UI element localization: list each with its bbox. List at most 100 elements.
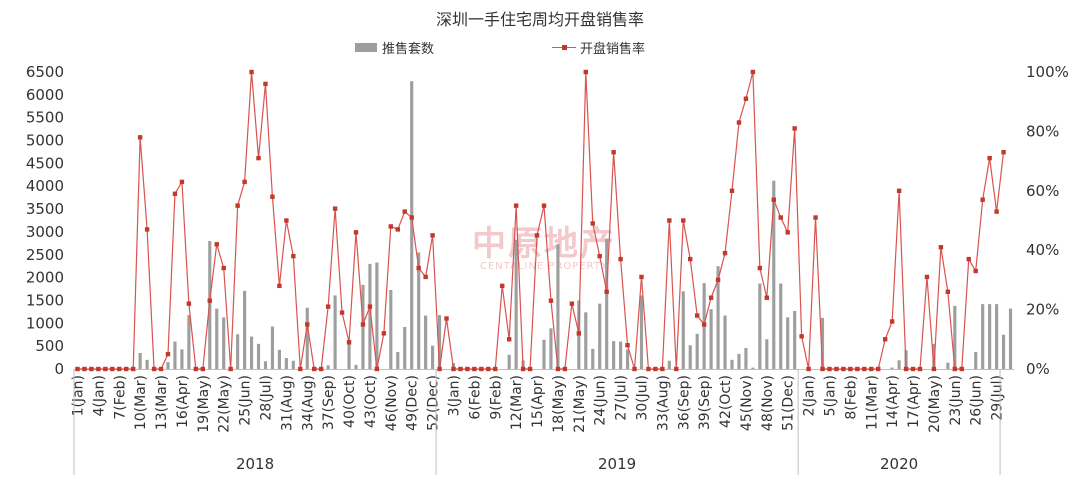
bar — [138, 353, 142, 369]
rate-marker — [346, 340, 352, 345]
rate-marker — [451, 366, 456, 372]
rate-marker — [618, 256, 623, 262]
rate-marker — [736, 120, 742, 125]
rate-marker — [158, 366, 164, 372]
rate-marker — [444, 316, 449, 321]
rate-marker — [987, 155, 992, 161]
rate-marker — [305, 322, 310, 327]
bar — [953, 305, 957, 369]
rate-marker — [374, 366, 380, 372]
rate-marker — [325, 304, 331, 309]
rate-marker — [722, 250, 728, 256]
y-left-tick-label: 4000 — [26, 177, 64, 195]
x-tick-label: 33(Aug) — [655, 375, 671, 431]
bar — [730, 359, 734, 369]
rate-marker — [402, 209, 407, 214]
rate-marker — [757, 265, 763, 271]
rate-marker — [110, 366, 115, 372]
rate-marker — [249, 69, 254, 75]
bar — [667, 360, 671, 369]
bar — [1008, 308, 1013, 369]
x-tick-label: 12(Mar) — [509, 375, 525, 430]
rate-marker — [339, 310, 345, 315]
x-tick-label: 4(Jan) — [91, 375, 107, 416]
rate-marker — [576, 331, 582, 336]
year-label: 2020 — [880, 455, 918, 473]
rate-marker — [750, 69, 756, 75]
rate-marker — [430, 233, 435, 238]
rate-marker — [367, 304, 373, 309]
rate-marker — [597, 253, 602, 259]
rate-marker — [200, 366, 206, 372]
bar — [145, 359, 149, 369]
bar — [417, 252, 421, 369]
y-left-tick-label: 5000 — [26, 132, 64, 150]
x-tick-label: 14(Apr) — [885, 375, 901, 428]
x-tick-label: 24(Jun) — [593, 375, 609, 426]
rate-marker — [388, 224, 394, 229]
rate-marker — [973, 268, 978, 274]
x-tick-label: 29(Jul) — [990, 375, 1006, 421]
x-tick-label: 6(Feb) — [467, 375, 483, 420]
rate-marker — [862, 366, 867, 372]
x-tick-label: 2(Jan) — [802, 375, 818, 416]
y-right-tick-label: 0% — [1026, 360, 1050, 378]
bar — [437, 315, 442, 369]
rate-marker — [242, 179, 247, 185]
rate-marker — [876, 366, 881, 372]
rate-marker — [298, 366, 303, 372]
rate-marker — [479, 366, 484, 372]
x-tick-label: 17(Apr) — [906, 375, 922, 428]
rate-marker — [500, 283, 505, 289]
bar — [305, 307, 309, 369]
legend-line-label: 开盘销售率 — [580, 42, 646, 57]
rate-marker — [931, 366, 937, 372]
bar — [897, 360, 901, 369]
bar — [222, 317, 226, 369]
x-tick-label: 40(Oct) — [342, 375, 358, 428]
bar — [932, 343, 936, 369]
rate-marker — [165, 351, 171, 357]
rate-marker — [785, 230, 790, 235]
rate-marker — [291, 253, 296, 259]
bar — [375, 262, 379, 369]
x-tick-label: 23(Jun) — [948, 375, 964, 426]
y-left-tick-label: 500 — [35, 337, 64, 355]
x-tick-label: 9(Feb) — [488, 375, 504, 420]
legend-bars-label: 推售套数 — [382, 42, 435, 57]
rate-marker — [527, 366, 533, 372]
rate-marker — [513, 203, 519, 208]
rate-marker — [493, 366, 498, 372]
rate-marker — [465, 366, 470, 372]
rate-marker — [966, 256, 971, 262]
x-tick-label: 22(May) — [217, 375, 233, 433]
rate-marker — [834, 366, 839, 372]
rate-marker — [263, 81, 268, 87]
bar — [389, 289, 393, 369]
bar — [431, 345, 435, 369]
rate-marker — [277, 283, 282, 289]
x-tick-label: 5(Jan) — [822, 375, 838, 416]
rate-marker — [256, 155, 261, 161]
bar — [326, 365, 330, 369]
bar — [716, 266, 720, 369]
rate-marker — [701, 322, 707, 327]
bar — [256, 343, 261, 369]
rate-marker — [534, 233, 540, 238]
rate-marker — [360, 322, 366, 327]
legend-line-swatch — [552, 43, 577, 53]
y-left-tick-label: 3500 — [26, 200, 64, 218]
rate-marker — [667, 218, 672, 223]
y-left-tick-label: 0 — [54, 360, 64, 378]
x-tick-label: 21(May) — [572, 375, 588, 433]
bar — [744, 347, 748, 369]
rate-marker — [611, 149, 616, 155]
rate-marker — [186, 301, 192, 306]
rate-marker — [945, 289, 951, 294]
x-tick-label: 25(Jun) — [238, 375, 254, 426]
rate-marker — [694, 313, 700, 318]
x-tick-label: 13(Mar) — [154, 375, 170, 430]
y-left-tick-label: 1500 — [26, 291, 64, 309]
bar — [284, 358, 288, 369]
rate-marker — [792, 126, 797, 131]
